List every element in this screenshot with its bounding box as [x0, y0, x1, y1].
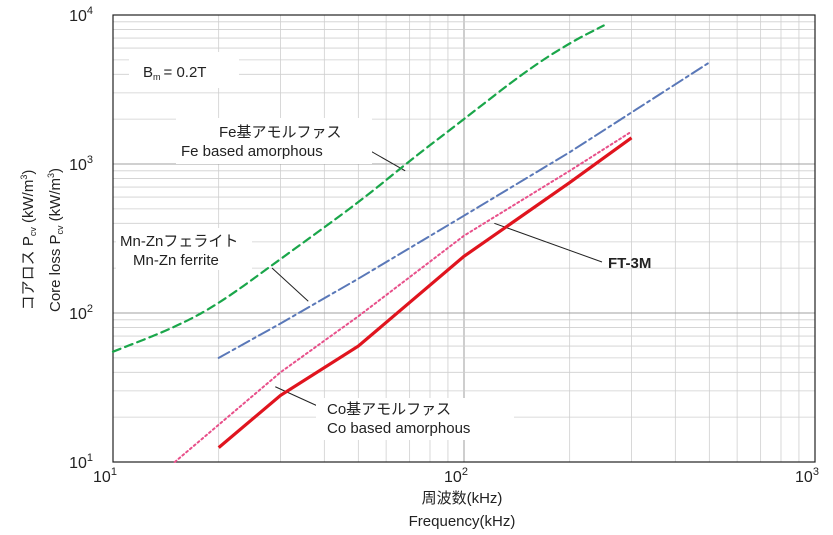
- ft3m-label: FT-3M: [608, 255, 651, 272]
- series-line-3: [217, 136, 633, 449]
- series-line-1: [217, 61, 711, 359]
- condition-label: Bm = 0.2T: [143, 64, 206, 82]
- fe-label-ja: Fe基アモルファス: [219, 124, 342, 141]
- x-axis-title-ja: 周波数(kHz): [422, 490, 503, 507]
- x-tick-label: 102: [444, 466, 468, 486]
- tick-labels: 101 102 103 101 102 103 104: [69, 5, 819, 486]
- co-label-en: Co based amorphous: [327, 420, 470, 437]
- y-axis-title-en: Core loss Pcv (kW/m3): [46, 168, 65, 312]
- y-axis-title-ja: コアロス Pcv (kW/m3): [19, 170, 38, 311]
- fe-label-en: Fe based amorphous: [181, 143, 323, 160]
- leader-mnzn: [271, 267, 309, 302]
- y-tick-label: 103: [69, 154, 93, 174]
- leader-co: [275, 386, 323, 409]
- series-line-0: [111, 24, 605, 353]
- x-tick-label: 103: [795, 466, 819, 486]
- series-group: [111, 24, 711, 463]
- condition-box: Bm = 0.2T: [129, 52, 239, 88]
- grid: [112, 14, 816, 463]
- label-co: Co基アモルファス Co based amorphous: [316, 398, 514, 440]
- series-line-2: [173, 130, 633, 463]
- x-tick-label: 101: [93, 466, 117, 486]
- y-tick-label: 104: [69, 5, 93, 25]
- mnzn-label-en: Mn-Zn ferrite: [133, 252, 219, 269]
- label-fe: Fe基アモルファス Fe based amorphous: [176, 118, 372, 164]
- mnzn-label-ja: Mn-Znフェライト: [120, 233, 238, 250]
- y-tick-label: 102: [69, 303, 93, 323]
- label-mnzn: Mn-Znフェライト Mn-Zn ferrite: [116, 228, 252, 270]
- co-label-ja: Co基アモルファス: [327, 401, 451, 418]
- label-ft3m: FT-3M: [608, 255, 651, 272]
- plot-frame: [112, 14, 816, 463]
- leader-ft3m: [494, 222, 603, 263]
- y-tick-label: 101: [69, 452, 93, 472]
- x-axis-title-en: Frequency(kHz): [409, 513, 516, 530]
